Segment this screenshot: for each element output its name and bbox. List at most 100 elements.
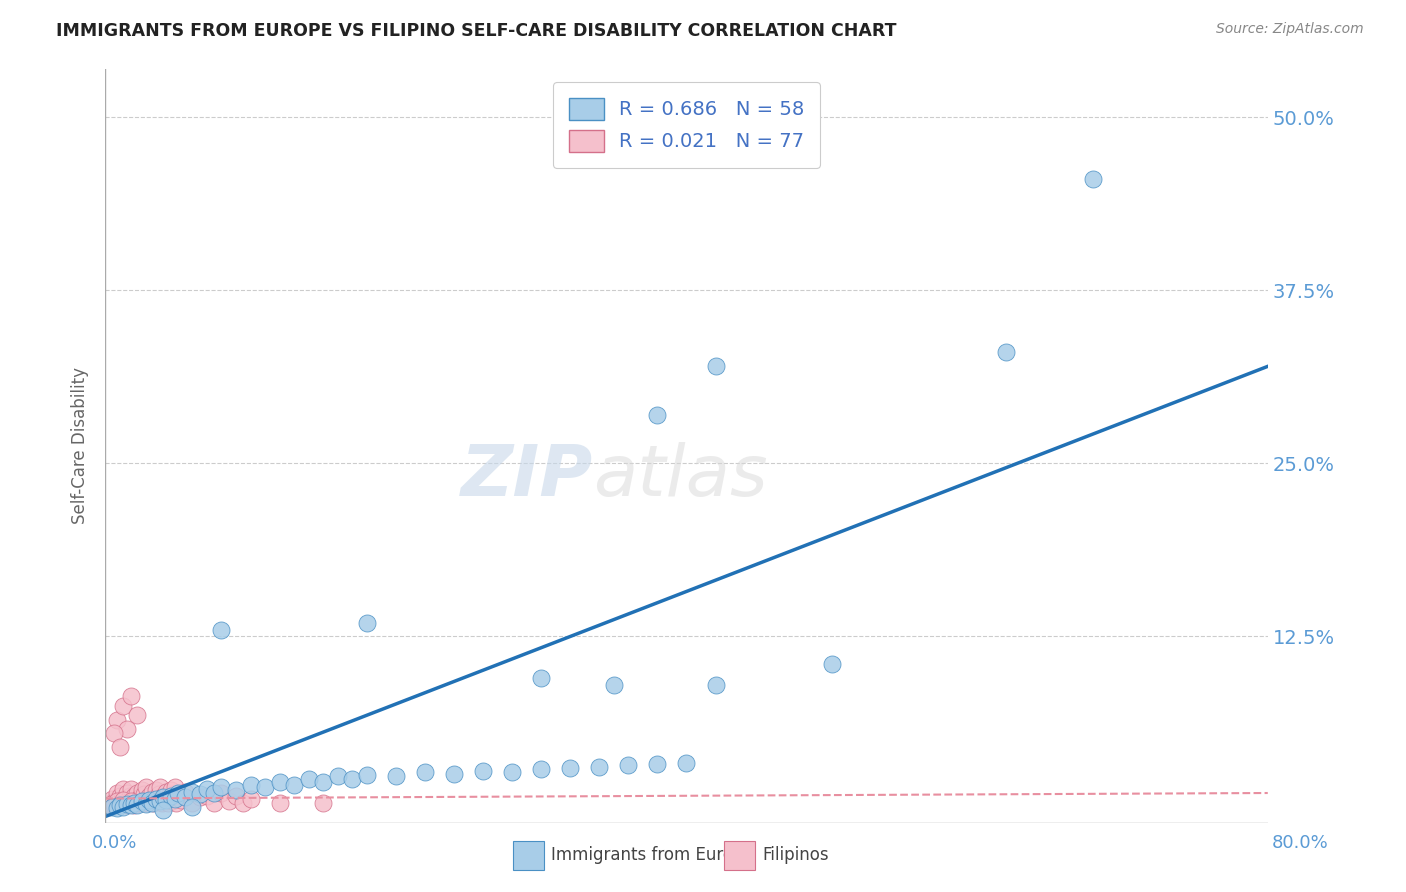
Point	[139, 793, 162, 807]
Point	[129, 790, 152, 805]
Y-axis label: Self-Care Disability: Self-Care Disability	[72, 368, 89, 524]
Text: ZIP: ZIP	[461, 442, 593, 511]
Point	[111, 698, 134, 713]
Point	[181, 784, 204, 798]
Point	[647, 408, 669, 422]
Point	[103, 798, 125, 813]
Point	[138, 789, 160, 803]
Point	[128, 796, 150, 810]
Point	[298, 772, 321, 786]
Point	[530, 671, 553, 685]
Point	[115, 786, 138, 800]
Point	[413, 765, 436, 780]
Point	[312, 775, 335, 789]
Point	[181, 796, 204, 810]
Point	[101, 800, 124, 814]
Point	[112, 791, 135, 805]
Point	[105, 794, 128, 808]
Point	[121, 796, 143, 810]
Point	[118, 789, 141, 803]
Point	[124, 796, 146, 810]
Point	[239, 778, 262, 792]
Point	[232, 796, 254, 810]
Point	[155, 793, 177, 807]
Point	[103, 726, 125, 740]
Point	[188, 790, 211, 805]
Point	[127, 798, 149, 813]
Point	[174, 790, 197, 805]
Point	[704, 359, 727, 374]
Point	[167, 789, 190, 803]
Point	[110, 793, 132, 807]
Point	[138, 793, 160, 807]
Point	[105, 786, 128, 800]
Point	[148, 788, 170, 802]
Point	[501, 765, 523, 780]
Point	[157, 790, 180, 805]
Point	[124, 798, 146, 813]
Point	[98, 796, 121, 810]
Point	[115, 798, 138, 813]
Point	[111, 800, 134, 814]
Point	[163, 780, 186, 795]
Point	[326, 769, 349, 783]
Point	[142, 796, 165, 810]
Point	[283, 778, 305, 792]
Point	[127, 786, 149, 800]
Point	[152, 789, 174, 803]
Point	[152, 790, 174, 805]
Point	[120, 798, 142, 813]
Point	[120, 794, 142, 808]
Point	[211, 786, 233, 800]
Point	[149, 780, 172, 795]
Point	[115, 797, 138, 811]
Point	[218, 794, 240, 808]
Point	[995, 345, 1018, 359]
Point	[105, 801, 128, 815]
Point	[111, 793, 134, 807]
Text: 80.0%: 80.0%	[1272, 834, 1329, 852]
Point	[160, 794, 183, 808]
Point	[269, 775, 291, 789]
Point	[125, 793, 148, 807]
Point	[111, 781, 134, 796]
Point	[153, 793, 176, 807]
Point	[146, 794, 169, 808]
Point	[120, 689, 142, 703]
Point	[269, 796, 291, 810]
Point	[647, 756, 669, 771]
Point	[145, 791, 167, 805]
Point	[134, 788, 156, 802]
Point	[356, 615, 378, 630]
Point	[141, 784, 163, 798]
Point	[385, 769, 408, 783]
Point	[225, 783, 247, 797]
Point	[152, 803, 174, 817]
Point	[225, 789, 247, 803]
Point	[132, 794, 155, 808]
Point	[149, 794, 172, 808]
Point	[675, 756, 697, 770]
Text: Immigrants from Europe: Immigrants from Europe	[551, 847, 754, 864]
Point	[443, 766, 465, 780]
Point	[143, 790, 166, 805]
Point	[155, 784, 177, 798]
Legend: R = 0.686   N = 58, R = 0.021   N = 77: R = 0.686 N = 58, R = 0.021 N = 77	[553, 82, 820, 168]
Point	[107, 796, 129, 810]
Point	[603, 678, 626, 692]
Point	[120, 781, 142, 796]
Point	[821, 657, 844, 672]
Point	[195, 781, 218, 796]
Point	[131, 794, 153, 808]
Point	[101, 791, 124, 805]
Point	[150, 796, 173, 810]
Point	[163, 791, 186, 805]
Point	[170, 793, 193, 807]
Point	[108, 797, 131, 811]
Point	[165, 796, 187, 810]
Point	[239, 791, 262, 805]
Point	[131, 796, 153, 810]
Point	[114, 796, 136, 810]
Point	[159, 789, 181, 803]
Point	[156, 796, 179, 810]
